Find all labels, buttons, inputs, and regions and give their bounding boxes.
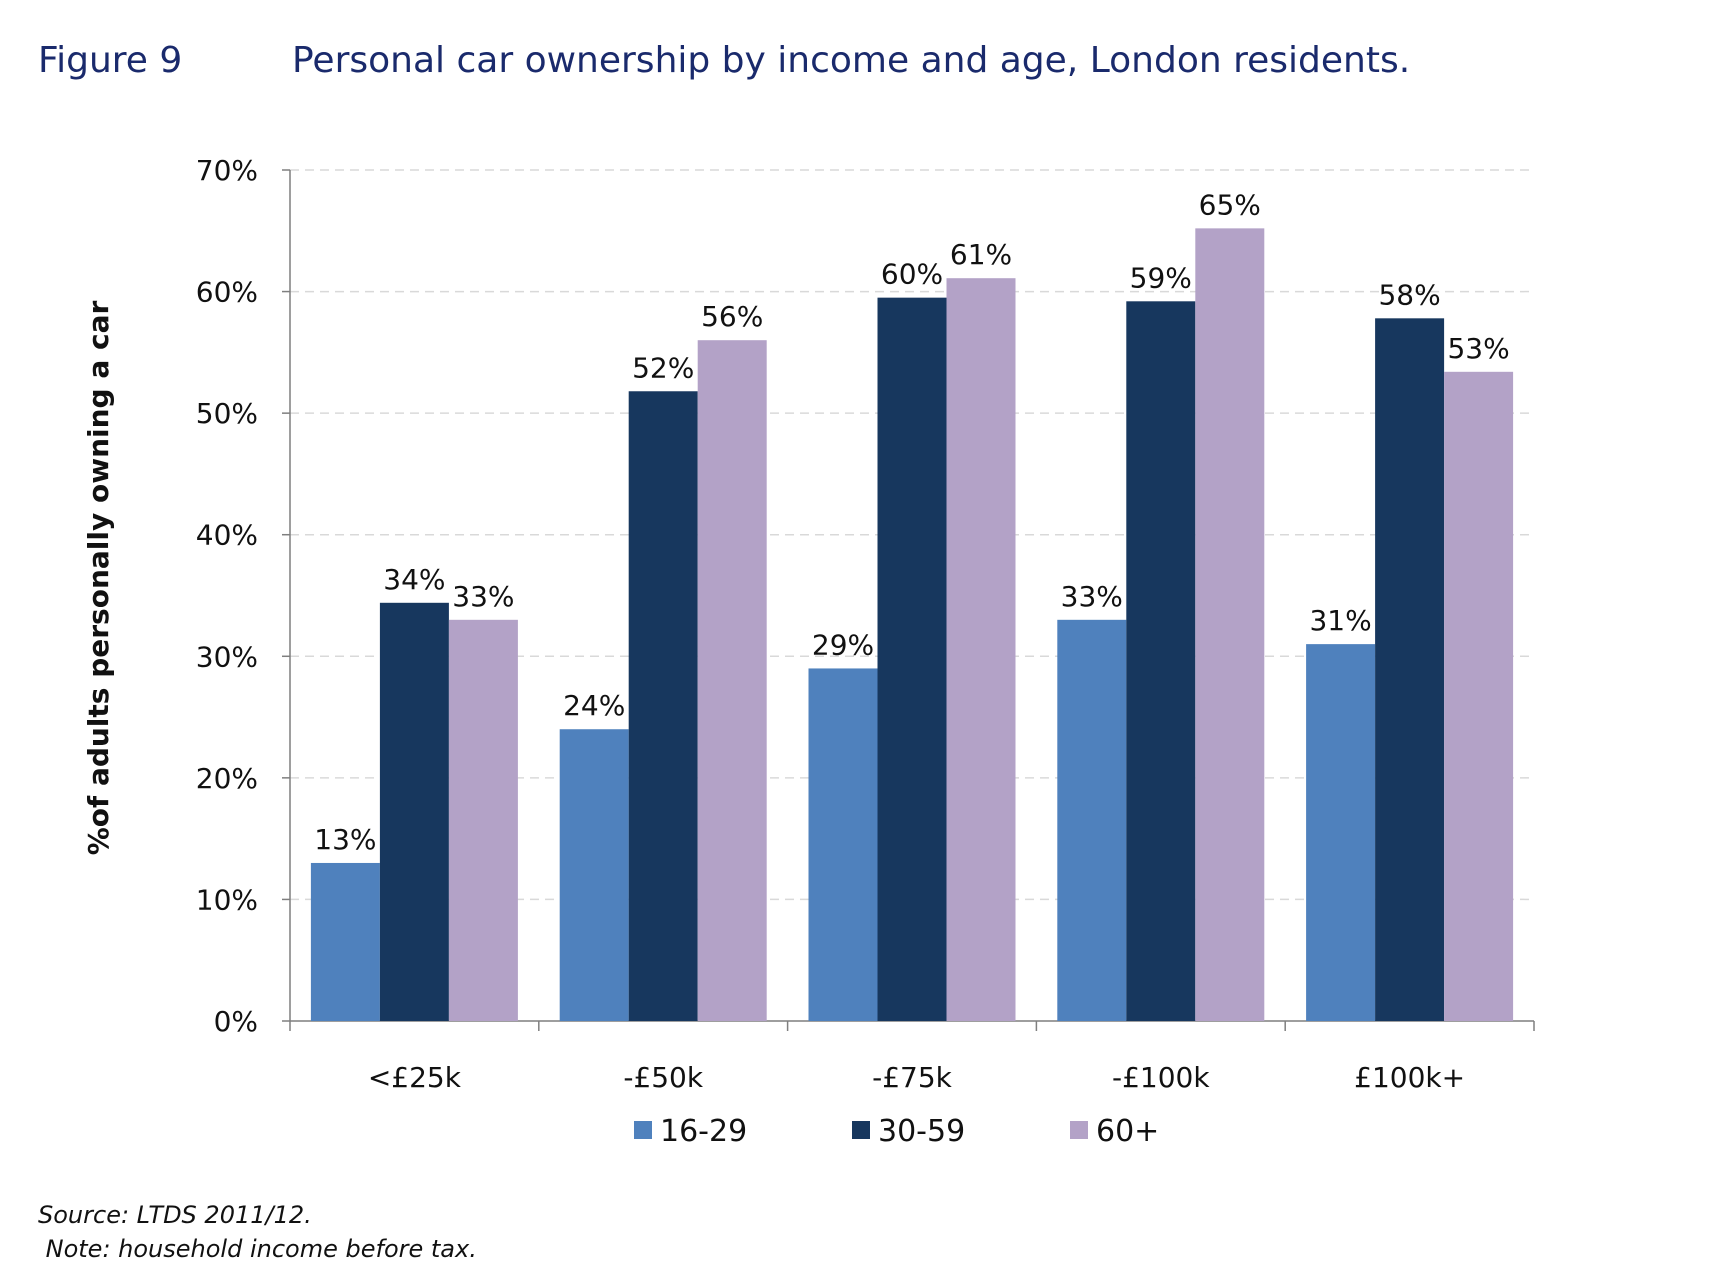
figure-label: Figure 9: [38, 40, 183, 81]
bar-30-59-1: [628, 391, 698, 1021]
legend-swatch-30-59: [852, 1121, 870, 1139]
chart-title: Personal car ownership by income and age…: [292, 40, 1411, 81]
bar-60+-3: [1195, 228, 1265, 1022]
y-tick-label: 10%: [196, 883, 258, 916]
data-label: 13%: [314, 823, 376, 856]
legend: 16-29 30-59 60+: [634, 1114, 1159, 1149]
data-label: 24%: [563, 689, 625, 722]
income-note: Note: household income before tax.: [38, 1235, 477, 1263]
data-label: 61%: [950, 238, 1012, 271]
y-tick-label: 60%: [196, 276, 258, 309]
y-tick-label: 70%: [196, 154, 258, 187]
y-axis-label: %of adults personally owning a car: [82, 301, 115, 856]
data-label: 29%: [812, 628, 874, 661]
legend-label-16-29: 16-29: [660, 1114, 747, 1149]
bar-16-29-1: [559, 729, 629, 1021]
y-tick-label: 30%: [196, 640, 258, 673]
legend-swatch-16-29: [634, 1121, 652, 1139]
bar-60+-0: [448, 619, 518, 1021]
source-note: Source: LTDS 2011/12.: [38, 1201, 312, 1229]
data-labels: 13%34%33%24%52%56%29%60%61%33%59%65%31%5…: [314, 188, 1509, 856]
x-category-label: -£100k: [1112, 1061, 1210, 1094]
data-label: 31%: [1309, 604, 1371, 637]
bar-30-59-3: [1126, 301, 1196, 1022]
y-tick-label: 40%: [196, 519, 258, 552]
legend-label-30-59: 30-59: [878, 1114, 965, 1149]
bar-30-59-4: [1375, 318, 1445, 1021]
bars: [310, 228, 1514, 1022]
bar-16-29-2: [808, 668, 878, 1021]
bar-16-29-0: [310, 862, 380, 1021]
data-label: 34%: [383, 563, 445, 596]
bar-60+-4: [1444, 371, 1514, 1021]
footnotes: Source: LTDS 2011/12. Note: household in…: [38, 1198, 477, 1266]
data-label: 56%: [701, 300, 763, 333]
y-tick-label: 50%: [196, 397, 258, 430]
data-label: 33%: [452, 580, 514, 613]
bar-30-59-2: [877, 297, 947, 1021]
x-category-label: -£75k: [872, 1061, 953, 1094]
bar-30-59-0: [379, 602, 449, 1021]
y-tick-label: 20%: [196, 762, 258, 795]
y-tick-label: 0%: [214, 1005, 258, 1038]
data-label: 60%: [881, 258, 943, 291]
x-category-label: £100k+: [1354, 1061, 1465, 1094]
bar-60+-1: [697, 340, 767, 1021]
legend-swatch-60+: [1070, 1121, 1088, 1139]
x-category-label: <£25k: [368, 1061, 462, 1094]
bar-16-29-3: [1057, 619, 1127, 1021]
bar-16-29-4: [1306, 644, 1376, 1021]
data-label: 59%: [1130, 261, 1192, 294]
legend-label-60+: 60+: [1096, 1114, 1159, 1149]
bar-chart: 0% 10% 20% 30% 40% 50% 60% 70% <£25k -£50k -£75k -£…: [82, 154, 1535, 1149]
data-label: 52%: [632, 351, 694, 384]
axes: 0% 10% 20% 30% 40% 50% 60% 70% <£25k -£50k -£75k -£…: [196, 154, 1535, 1094]
x-category-label: -£50k: [623, 1061, 704, 1094]
data-label: 65%: [1199, 188, 1261, 221]
bar-60+-2: [946, 278, 1016, 1021]
data-label: 58%: [1378, 278, 1440, 311]
data-label: 53%: [1447, 332, 1509, 365]
data-label: 33%: [1061, 580, 1123, 613]
